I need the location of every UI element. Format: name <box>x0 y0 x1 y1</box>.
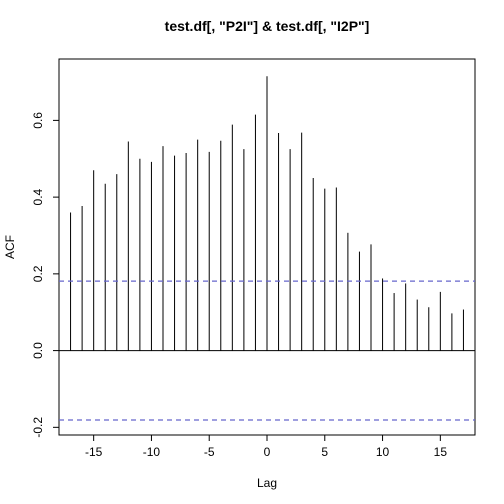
x-tick-label: 15 <box>434 445 448 459</box>
y-axis: -0.2 0.0 0.2 0.4 0.6 <box>31 112 59 438</box>
confidence-bounds <box>59 280 475 421</box>
y-tick-label: 0.0 <box>31 342 45 359</box>
y-tick-label: 0.4 <box>31 188 45 205</box>
y-tick-label: 0.2 <box>31 265 45 282</box>
x-tick-label: -5 <box>204 445 215 459</box>
y-axis-label: ACF <box>3 235 17 259</box>
x-axis: -15 -10 -5 0 5 10 15 <box>85 435 447 459</box>
x-tick-label: 10 <box>376 445 390 459</box>
x-tick-label: 5 <box>321 445 328 459</box>
y-tick-label: -0.2 <box>31 417 45 438</box>
acf-bars <box>59 76 475 352</box>
chart-title: test.df[, "P2I"] & test.df[, "I2P"] <box>165 18 370 34</box>
y-tick-label: 0.6 <box>31 112 45 129</box>
x-tick-label: -10 <box>143 445 161 459</box>
x-tick-label: -15 <box>85 445 103 459</box>
x-tick-label: 0 <box>264 445 271 459</box>
x-axis-label: Lag <box>257 476 277 490</box>
